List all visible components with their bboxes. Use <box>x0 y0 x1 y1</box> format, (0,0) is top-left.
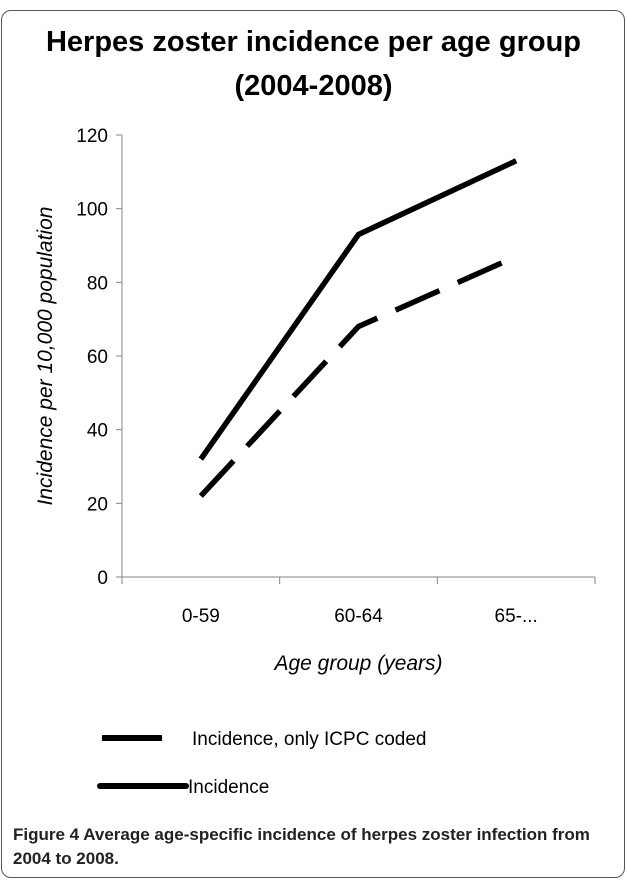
y-tick-label-6: 120 <box>76 126 108 147</box>
y-tick-label-2: 40 <box>87 421 108 442</box>
y-axis-title: Incidence per 10,000 population <box>34 207 57 506</box>
x-tick-label-2: 65-... <box>495 606 538 627</box>
x-tick-label-0: 0-59 <box>182 606 220 627</box>
x-tick-label-1: 60-64 <box>334 606 383 627</box>
legend-label-1: Incidence <box>188 777 269 798</box>
chart-title-line2: (2004-2008) <box>234 70 393 102</box>
caption-lead: Figure 4 <box>13 825 80 844</box>
figure-caption: Figure 4 Average age-specific incidence … <box>13 823 613 871</box>
x-axis-title: Age group (years) <box>272 652 442 675</box>
y-tick-label-3: 60 <box>87 347 108 368</box>
series-line-0 <box>198 254 518 498</box>
y-tick-label-5: 100 <box>76 200 108 221</box>
y-tick-label-1: 20 <box>87 494 108 515</box>
y-tick-label-4: 80 <box>87 273 108 294</box>
figure-frame <box>1 10 625 878</box>
chart-title-line1: Herpes zoster incidence per age group <box>45 26 582 58</box>
legend-label-0: Incidence, only ICPC coded <box>192 729 426 750</box>
y-tick-label-0: 0 <box>97 568 108 589</box>
chart-title: Herpes zoster incidence per age group (2… <box>0 20 627 108</box>
series-line-1 <box>198 158 518 461</box>
caption-text: Average age-specific incidence of herpes… <box>13 825 590 868</box>
